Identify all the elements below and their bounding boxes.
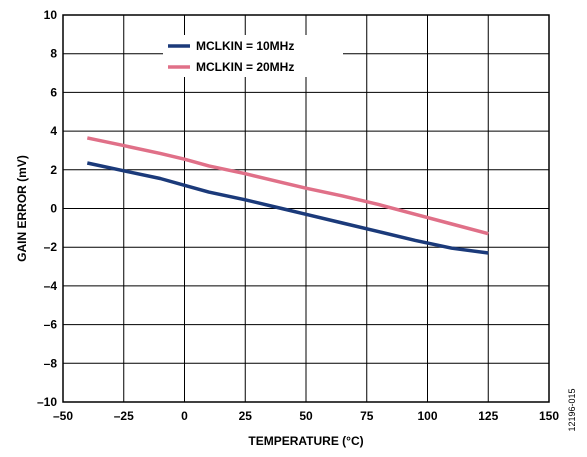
y-tick-label: –6 bbox=[44, 318, 58, 332]
plot-frame bbox=[62, 14, 550, 403]
x-tick-label: –25 bbox=[114, 409, 134, 423]
grid-lines bbox=[62, 14, 550, 403]
x-tick-label: 0 bbox=[181, 409, 188, 423]
y-tick-label: 8 bbox=[50, 47, 57, 61]
series-line-20mhz bbox=[86, 136, 489, 236]
legend: MCLKIN = 10MHz MCLKIN = 20MHz bbox=[163, 35, 343, 77]
y-tick-labels: –10 –8 –6 –4 –2 0 2 4 6 8 10 bbox=[37, 8, 57, 409]
y-tick-label: 0 bbox=[50, 202, 57, 216]
x-tick-label: –50 bbox=[53, 409, 73, 423]
y-tick-label: –2 bbox=[44, 240, 58, 254]
x-tick-label: 75 bbox=[360, 409, 374, 423]
x-tick-labels: –50 –25 0 25 50 75 100 125 150 bbox=[53, 409, 559, 423]
x-tick-label: 100 bbox=[417, 409, 437, 423]
y-tick-label: 2 bbox=[50, 163, 57, 177]
figure-id: 12196-015 bbox=[567, 388, 577, 431]
y-axis-title: GAIN ERROR (mV) bbox=[15, 155, 29, 262]
y-tick-label: –8 bbox=[44, 356, 58, 370]
x-axis-title: TEMPERATURE (°C) bbox=[248, 434, 363, 448]
series-line-10mhz bbox=[86, 161, 489, 255]
legend-label-20mhz: MCLKIN = 20MHz bbox=[196, 60, 294, 74]
x-tick-label: 150 bbox=[539, 409, 559, 423]
x-tick-label: 25 bbox=[239, 409, 253, 423]
series-lines bbox=[86, 136, 489, 255]
y-tick-label: –4 bbox=[44, 279, 58, 293]
y-tick-label: 10 bbox=[44, 8, 58, 22]
legend-label-10mhz: MCLKIN = 10MHz bbox=[196, 39, 294, 53]
y-tick-label: 4 bbox=[50, 124, 57, 138]
x-tick-label: 50 bbox=[299, 409, 313, 423]
legend-box bbox=[163, 35, 343, 77]
x-tick-label: 125 bbox=[478, 409, 498, 423]
y-tick-label: –10 bbox=[37, 395, 57, 409]
y-tick-label: 6 bbox=[50, 85, 57, 99]
